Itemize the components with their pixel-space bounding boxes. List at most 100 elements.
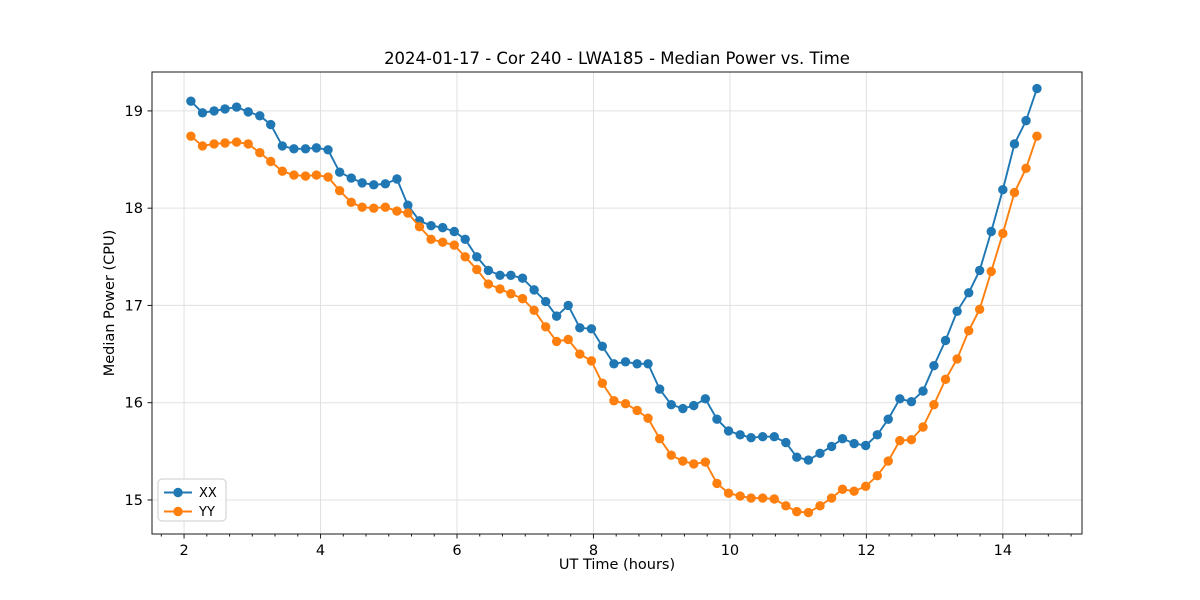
data-point-YY [255,148,265,158]
data-point-YY [666,450,676,460]
x-tick-label: 8 [589,543,598,559]
data-point-YY [186,131,196,141]
data-point-YY [769,494,779,504]
y-axis-label: Median Power (CPU) [102,229,118,377]
data-point-XX [986,226,996,237]
y-tick-label: 19 [125,104,143,120]
data-point-YY [529,305,539,315]
data-point-XX [380,179,391,189]
data-point-XX [929,361,939,371]
data-point-XX [1021,115,1031,126]
y-axis-ticks: 15 16 17 18 19 [125,104,152,509]
x-axis-ticks: 2 4 6 8 10 12 14 [160,534,1072,559]
data-point-YY [735,491,745,501]
data-point-YY [632,405,642,416]
data-point-XX [289,144,299,154]
data-point-YY [586,356,597,366]
data-point-XX [357,178,367,188]
x-tick-label: 10 [721,543,739,559]
data-point-YY [883,456,893,466]
data-point-YY [895,435,905,446]
data-point-XX [1032,83,1042,94]
data-point-YY [712,478,722,489]
legend-label-XX: XX [199,486,217,501]
data-point-YY [220,138,230,148]
data-point-XX [689,400,699,411]
data-point-YY [964,326,974,336]
data-point-XX [449,226,459,237]
data-point-XX [609,359,619,369]
data-point-YY [426,234,436,244]
data-point-YY [506,289,516,299]
data-point-YY [1009,187,1020,198]
data-point-XX [974,265,985,276]
data-point-XX [861,440,871,451]
data-point-YY [597,378,608,388]
data-point-XX [746,433,756,443]
data-point-XX [323,145,333,155]
data-point-XX [197,108,208,118]
data-point-XX [952,306,962,316]
data-point-YY [472,264,482,275]
data-point-XX [883,414,893,424]
data-point-YY [357,202,367,212]
data-point-YY [243,139,253,149]
data-point-XX [998,184,1008,195]
legend: XX YY [157,478,227,522]
data-point-XX [940,335,951,346]
data-point-YY [952,354,962,364]
data-point-YY [826,493,837,503]
data-point-YY [369,203,379,213]
legend-marker-XX [173,487,183,498]
data-point-XX [769,432,779,442]
data-point-XX [643,359,653,369]
data-point-XX [757,432,768,442]
data-point-YY [551,336,562,347]
data-point-XX [849,438,859,449]
data-point-XX [369,180,379,190]
data-point-XX [300,144,311,154]
data-point-XX [483,265,494,276]
data-point-XX [678,403,688,414]
data-point-XX [403,200,413,210]
data-point-YY [380,202,391,212]
data-point-XX [231,102,242,112]
data-point-XX [575,323,585,333]
data-point-YY [414,221,425,232]
data-point-XX [906,397,917,407]
data-point-YY [861,481,871,492]
data-point-YY [757,493,768,503]
data-point-YY [678,456,688,466]
x-tick-label: 12 [857,543,875,559]
data-point-YY [929,399,939,410]
data-point-YY [918,422,928,432]
data-point-YY [575,349,585,359]
data-point-XX [255,111,265,121]
data-point-YY [654,433,665,444]
data-point-YY [197,141,208,151]
data-point-XX [529,285,539,295]
x-tick-label: 2 [179,543,188,559]
data-point-YY [460,252,470,262]
data-point-XX [632,359,642,369]
axes-spines [151,71,1083,535]
data-point-YY [643,413,653,423]
data-point-XX [586,324,597,334]
series-YY [186,131,1042,518]
data-point-XX [266,119,276,130]
data-point-YY [781,501,791,511]
data-point-XX [540,296,551,307]
data-point-XX [506,270,516,280]
data-point-YY [483,279,494,289]
data-point-YY [300,171,311,181]
legend-marker-YY [173,506,183,517]
data-point-XX [666,399,676,410]
data-point-XX [815,448,825,458]
data-point-YY [837,484,848,494]
data-point-YY [620,398,631,409]
gridlines [152,72,1082,534]
data-point-XX [437,222,448,233]
data-point-YY [803,507,814,518]
data-point-YY [998,228,1008,239]
